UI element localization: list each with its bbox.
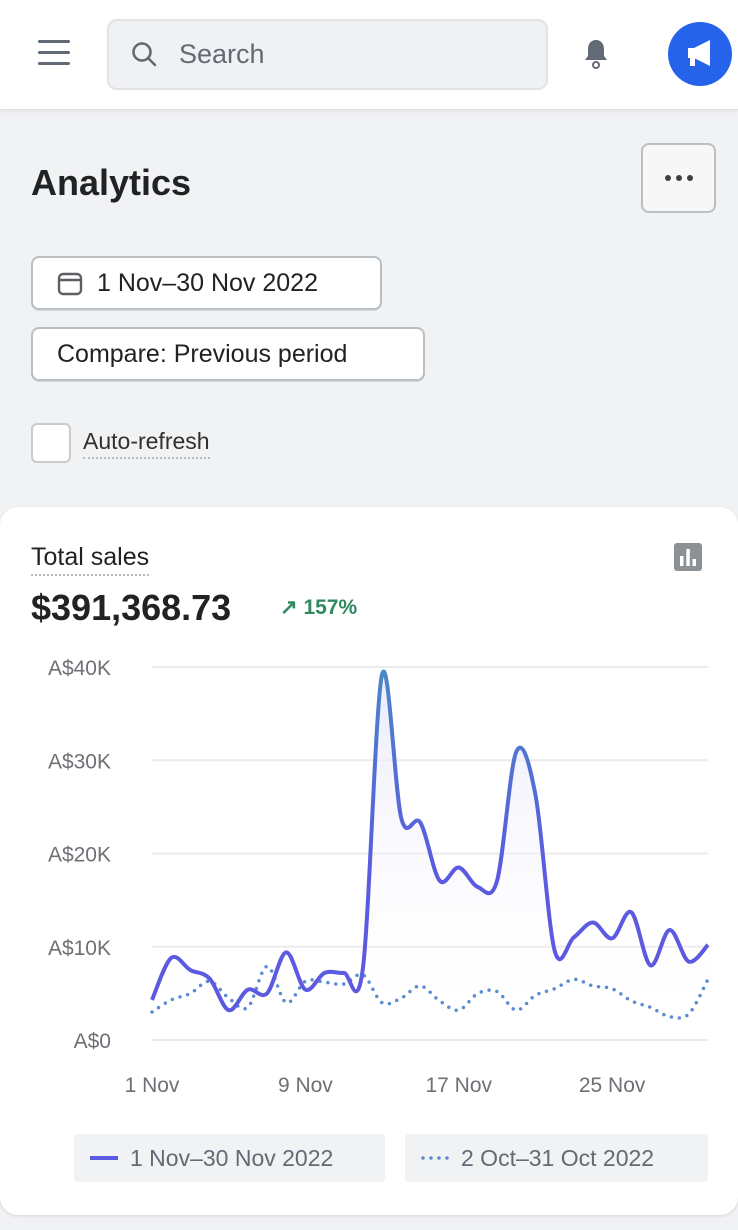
arrow-up-right-icon: ↗	[280, 596, 304, 619]
top-bar: Search	[0, 0, 738, 110]
series-current-line	[150, 669, 710, 1013]
card-title[interactable]: Total sales	[31, 543, 150, 576]
date-range-label: 1 Nov–30 Nov 2022	[97, 268, 318, 297]
checkbox-box[interactable]	[31, 423, 71, 463]
x-tick-label: 25 Nov	[579, 1074, 646, 1097]
y-tick-label: A$10K	[48, 937, 111, 960]
sales-chart: A$0 A$10K A$20K A$30K A$40K 1 Nov 9 Nov 17 Nov 2…	[48, 657, 710, 1097]
total-sales-card: Total sales $391,368.73 ↗ 157% A$0 A$10K A…	[0, 507, 738, 1215]
y-tick-label: A$40K	[48, 657, 111, 680]
legend-label: 1 Nov–30 Nov 2022	[130, 1144, 334, 1171]
change-badge: ↗ 157%	[280, 595, 357, 620]
legend-previous[interactable]: 2 Oct–31 Oct 2022	[405, 1134, 708, 1182]
dotted-line-icon	[421, 1156, 449, 1160]
date-range-button[interactable]: 1 Nov–30 Nov 2022	[31, 256, 382, 310]
legend-label: 2 Oct–31 Oct 2022	[461, 1144, 655, 1171]
y-tick-label: A$30K	[48, 750, 111, 773]
x-tick-label: 1 Nov	[125, 1074, 180, 1097]
x-tick-label: 9 Nov	[278, 1074, 333, 1097]
search-placeholder: Search	[179, 39, 265, 69]
auto-refresh-label: Auto-refresh	[83, 428, 210, 459]
solid-line-icon	[90, 1156, 118, 1160]
megaphone-icon	[688, 40, 710, 66]
search-input[interactable]: Search	[107, 19, 548, 90]
calendar-icon	[57, 272, 83, 296]
x-tick-label: 17 Nov	[425, 1074, 492, 1097]
y-tick-label: A$0	[74, 1030, 111, 1053]
compare-label: Compare: Previous period	[57, 339, 348, 368]
series-previous-line	[150, 964, 710, 1020]
legend-current[interactable]: 1 Nov–30 Nov 2022	[74, 1134, 385, 1182]
compare-button[interactable]: Compare: Previous period	[31, 327, 425, 381]
change-value: 157%	[303, 596, 358, 619]
search-icon	[132, 41, 157, 66]
menu-icon[interactable]	[38, 40, 70, 68]
page-title: Analytics	[31, 162, 192, 203]
y-tick-label: A$20K	[48, 844, 111, 867]
bell-icon[interactable]	[578, 36, 614, 72]
avatar[interactable]	[668, 22, 732, 86]
bar-chart-icon[interactable]	[674, 543, 702, 571]
more-actions-button[interactable]	[641, 143, 716, 213]
total-sales-value: $391,368.73	[31, 587, 232, 628]
auto-refresh-checkbox[interactable]: Auto-refresh	[31, 423, 210, 463]
